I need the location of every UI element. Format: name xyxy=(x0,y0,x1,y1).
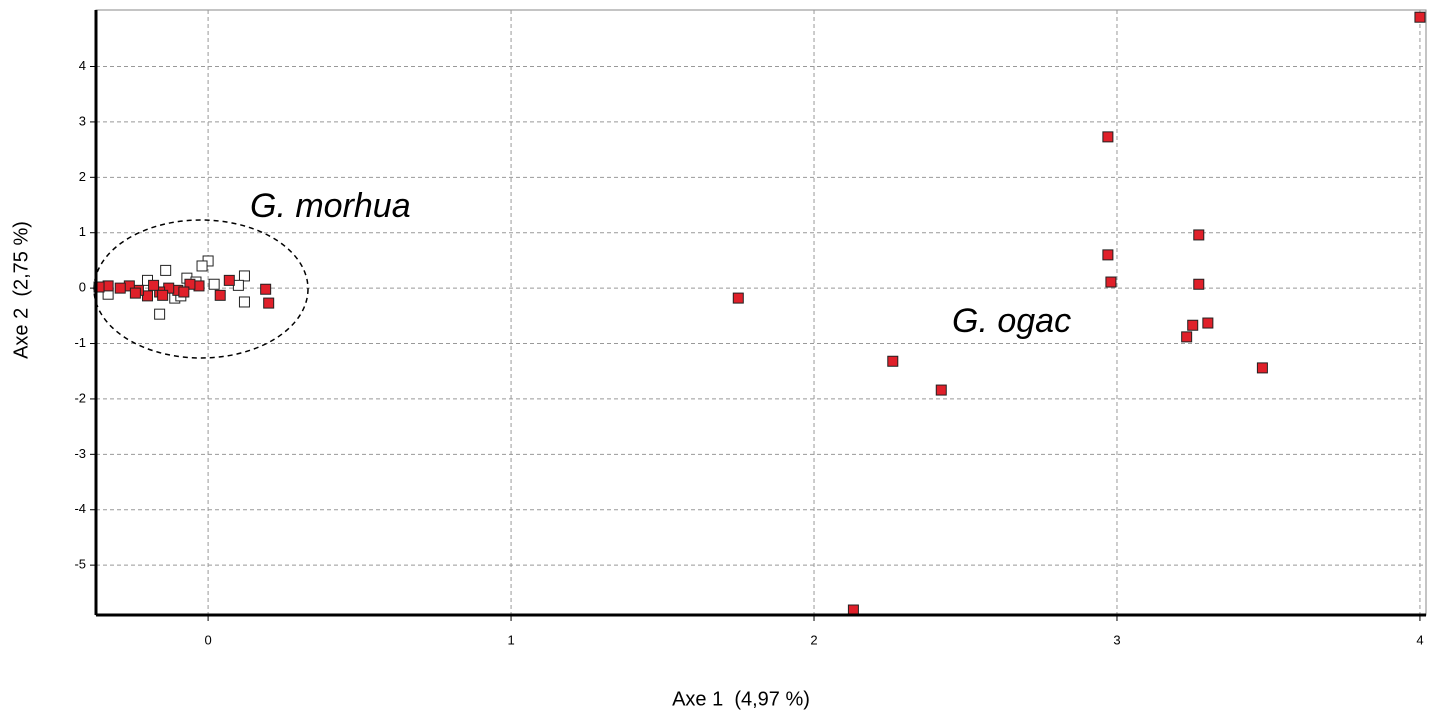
point xyxy=(178,286,190,298)
points xyxy=(93,11,1426,616)
y-tick-label: -1 xyxy=(74,335,86,350)
point xyxy=(1193,229,1205,241)
point xyxy=(887,355,899,367)
point xyxy=(196,260,208,272)
plot-frame xyxy=(95,9,1427,616)
point xyxy=(260,283,272,295)
y-tick-label: 1 xyxy=(79,224,86,239)
point xyxy=(114,282,126,294)
point xyxy=(1193,278,1205,290)
point xyxy=(223,274,235,286)
point xyxy=(732,292,744,304)
point xyxy=(238,270,250,282)
x-tick-label: 0 xyxy=(204,632,211,647)
point xyxy=(193,280,205,292)
point xyxy=(214,289,226,301)
point xyxy=(93,281,105,293)
point xyxy=(157,289,169,301)
point xyxy=(263,297,275,309)
point xyxy=(1256,362,1268,374)
point xyxy=(1102,249,1114,261)
x-tick-label: 1 xyxy=(507,632,514,647)
point xyxy=(184,278,196,290)
y-tick-label: -5 xyxy=(74,557,86,572)
y-tick-label: 4 xyxy=(79,58,86,73)
y-tick-label: 0 xyxy=(79,280,86,295)
y-tick-label: -4 xyxy=(74,501,86,516)
y-tick-label: 2 xyxy=(79,169,86,184)
x-tick-label: 4 xyxy=(1416,632,1423,647)
point xyxy=(160,264,172,276)
point xyxy=(1105,276,1117,288)
y-axis-title: Axe 2 (2,75 %) xyxy=(10,221,32,359)
y-tick-label: -3 xyxy=(74,446,86,461)
point xyxy=(1102,131,1114,143)
point xyxy=(154,308,166,320)
x-tick-label: 3 xyxy=(1113,632,1120,647)
point xyxy=(1181,331,1193,343)
point xyxy=(129,287,141,299)
point xyxy=(142,290,154,302)
annotation: G. ogac xyxy=(952,302,1071,340)
grid xyxy=(96,10,1426,615)
point xyxy=(1187,319,1199,331)
x-tick-label: 2 xyxy=(810,632,817,647)
point xyxy=(935,384,947,396)
point xyxy=(208,278,220,290)
annotation: G. morhua xyxy=(250,187,411,225)
y-tick-label: -2 xyxy=(74,390,86,405)
y-tick-label: 3 xyxy=(79,113,86,128)
point xyxy=(1202,317,1214,329)
point xyxy=(232,279,244,291)
x-axis-title: Axe 1 (4,97 %) xyxy=(672,688,810,710)
point xyxy=(238,296,250,308)
point xyxy=(102,280,114,292)
point xyxy=(148,279,160,291)
point xyxy=(1414,11,1426,23)
